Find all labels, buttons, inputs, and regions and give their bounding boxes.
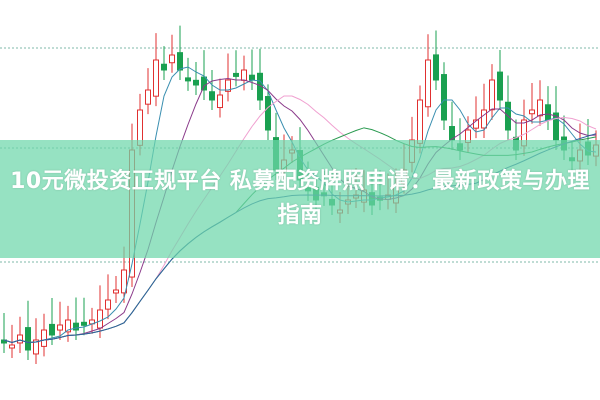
title-banner: 10元微投资正规平台 私募配资牌照申请：最新政策与办理指南: [0, 140, 600, 258]
candle-down: [25, 327, 31, 351]
candle-up: [57, 324, 63, 331]
candle-down: [545, 104, 551, 121]
candle-up: [425, 59, 431, 108]
candle-up: [473, 119, 479, 129]
candle-down: [497, 71, 503, 101]
candle-up: [9, 344, 15, 349]
candle-down: [185, 77, 191, 82]
candle-down: [201, 76, 207, 91]
candle-up: [113, 289, 119, 294]
candle-down: [209, 91, 215, 101]
candle-up: [225, 79, 231, 92]
article-title: 10元微投资正规平台 私募配资牌照申请：最新政策与办理指南: [10, 169, 590, 228]
candle-down: [81, 321, 87, 326]
candle-up: [145, 89, 151, 105]
candle-up: [489, 79, 495, 111]
candle-up: [33, 339, 39, 355]
candle-down: [441, 74, 447, 121]
candle-up: [97, 309, 103, 329]
candle-up: [121, 269, 127, 294]
candle-down: [177, 52, 183, 71]
candle-down: [249, 74, 255, 81]
candle-up: [241, 69, 247, 81]
candle-up: [217, 94, 223, 109]
candle-down: [433, 54, 439, 81]
candle-down: [161, 63, 167, 71]
candle-up: [41, 329, 47, 347]
candle-down: [449, 126, 455, 141]
candle-down: [49, 323, 55, 336]
candle-down: [233, 72, 239, 77]
candle-up: [65, 319, 71, 333]
candle-up: [417, 99, 423, 144]
candle-up: [17, 334, 23, 344]
candle-down: [265, 96, 271, 131]
ma-line-10: [3, 77, 597, 344]
candle-down: [193, 79, 199, 86]
candle-up: [481, 109, 487, 129]
candle-up: [105, 299, 111, 310]
candle-up: [529, 109, 535, 115]
candle-down: [73, 322, 79, 331]
candle-up: [169, 54, 175, 64]
candle-up: [537, 99, 543, 117]
candle-up: [153, 59, 159, 97]
